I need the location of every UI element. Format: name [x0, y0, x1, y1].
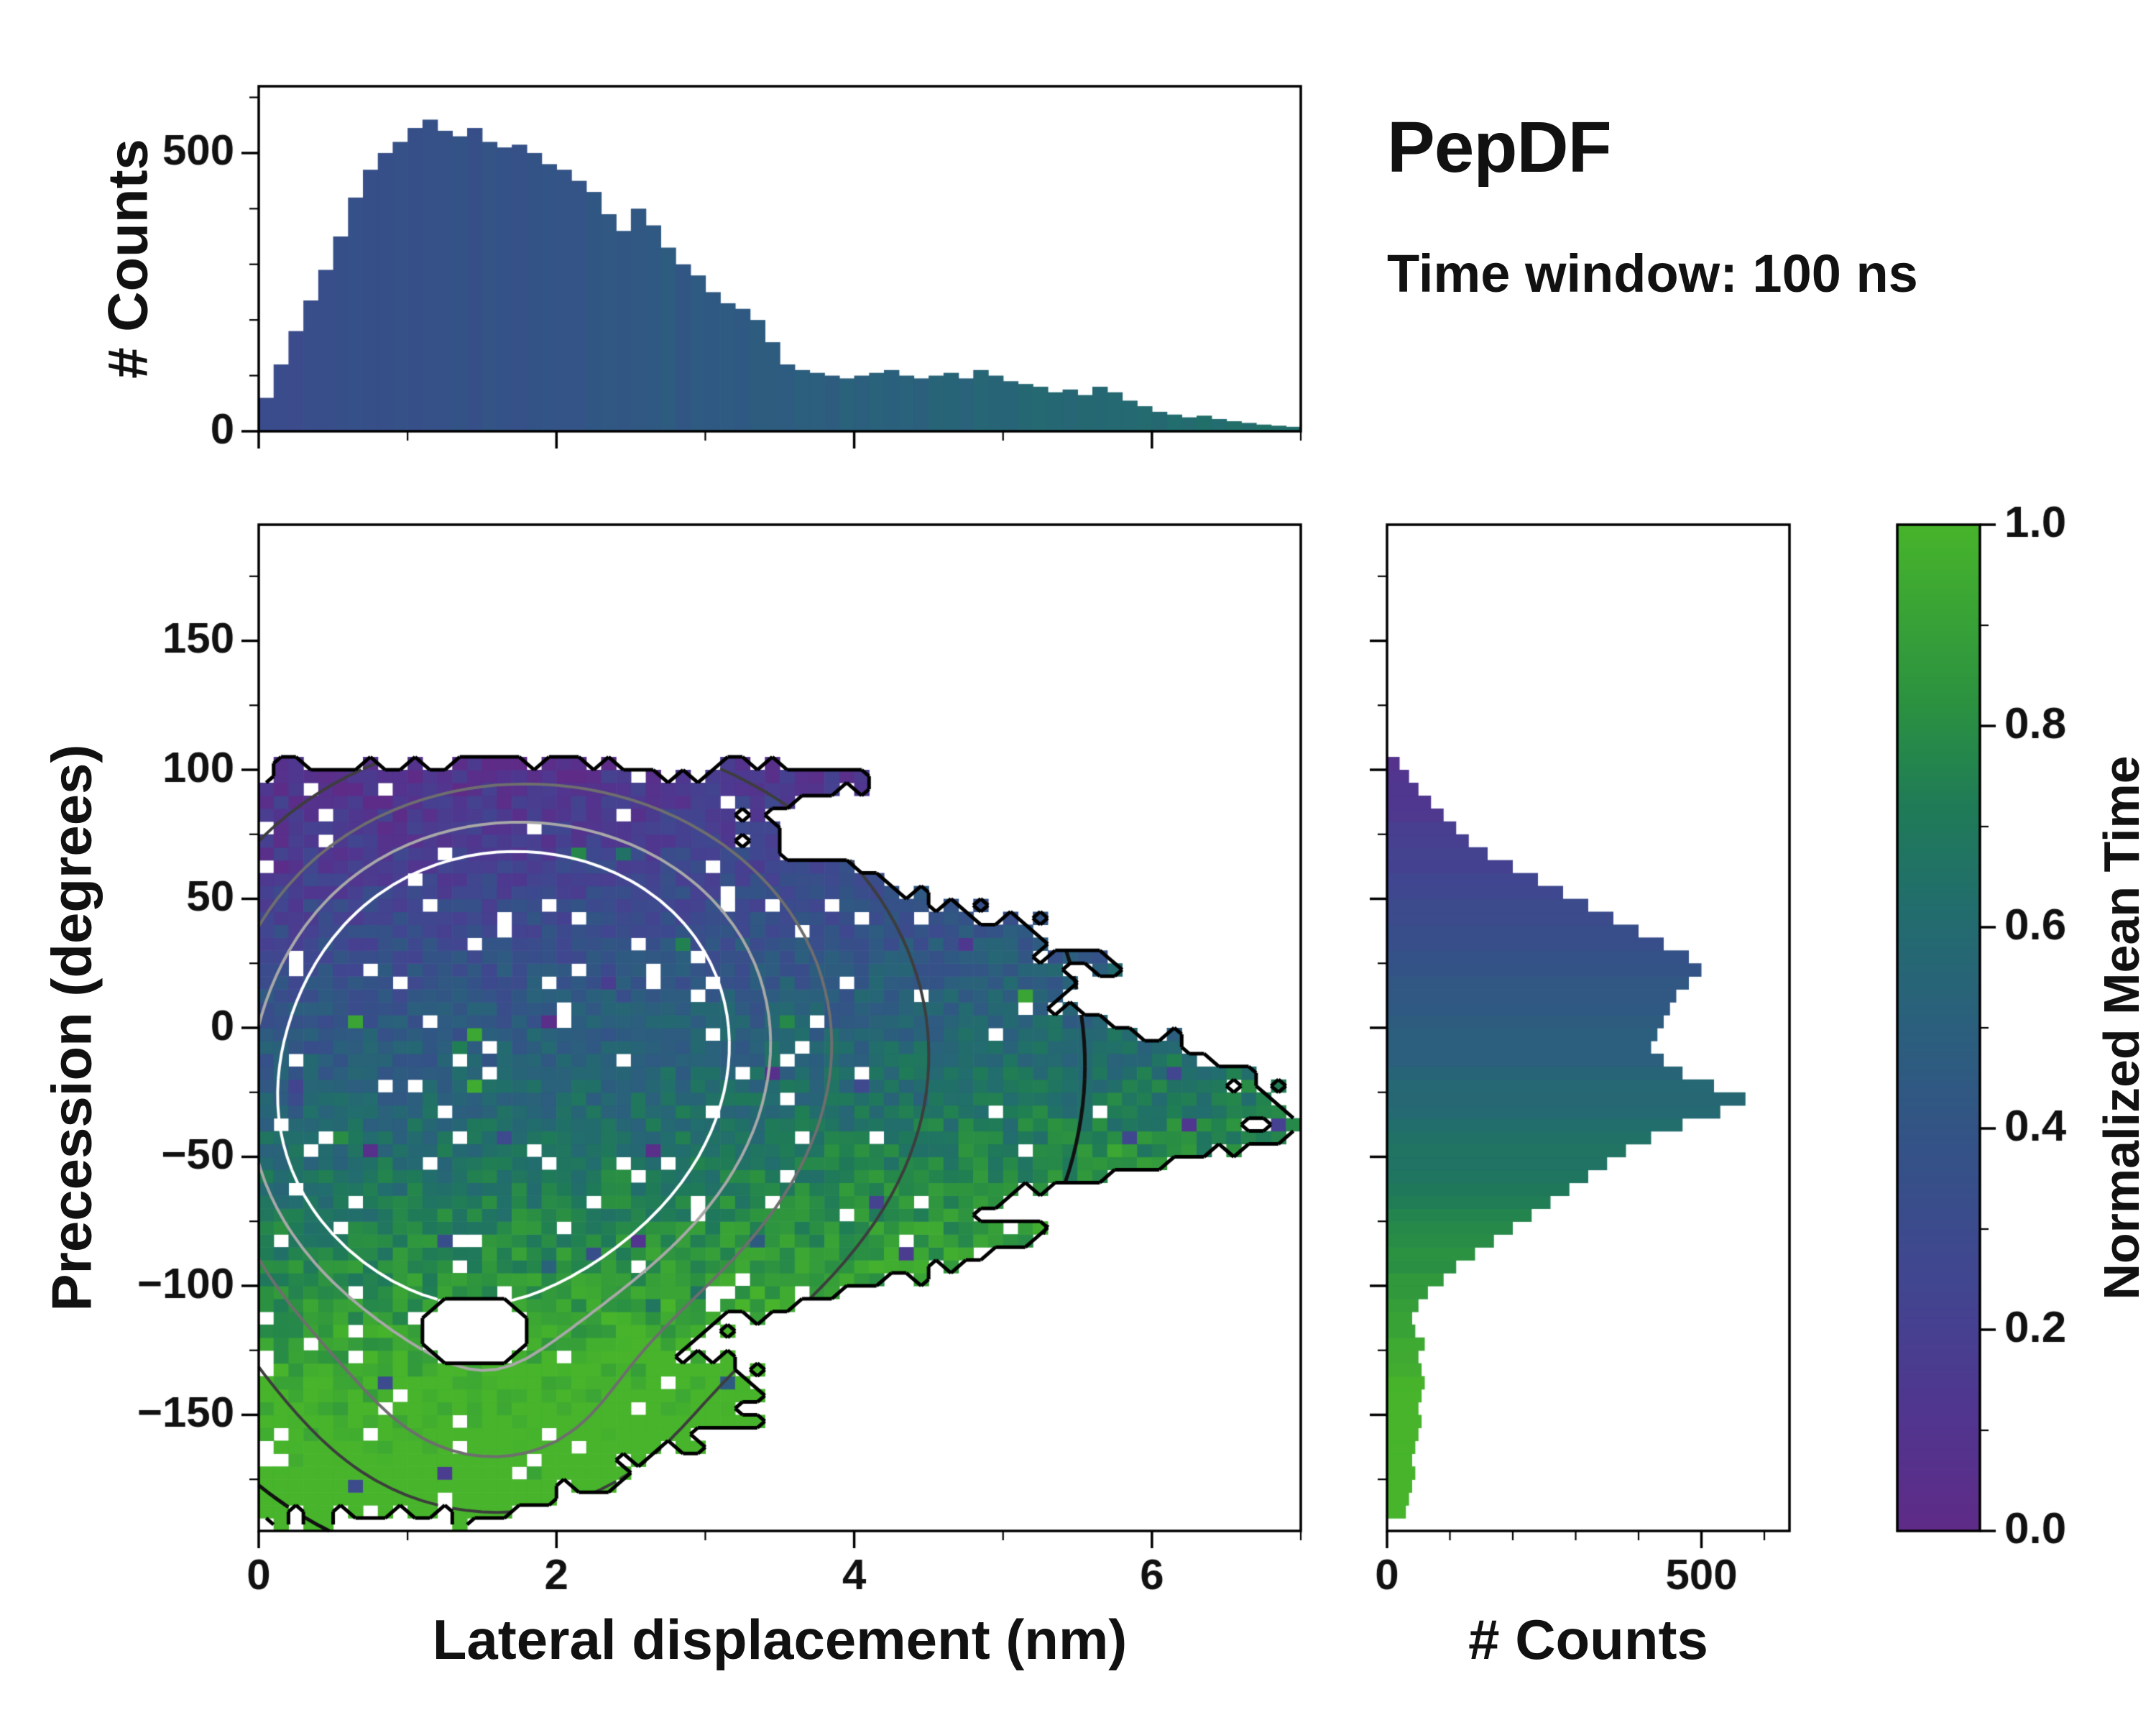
time-window-label: Time window: 100 ns [1387, 244, 1918, 303]
colorbar-label: Normalized Mean Time [2093, 755, 2150, 1300]
plot-title: PepDF [1387, 107, 1612, 188]
y-axis-label-main: Precession (degrees) [40, 744, 103, 1312]
x-axis-label-main: Lateral displacement (nm) [432, 1608, 1128, 1671]
x-axis-label-right: # Counts [1468, 1608, 1708, 1671]
y-axis-label-top: # Counts [96, 139, 160, 379]
